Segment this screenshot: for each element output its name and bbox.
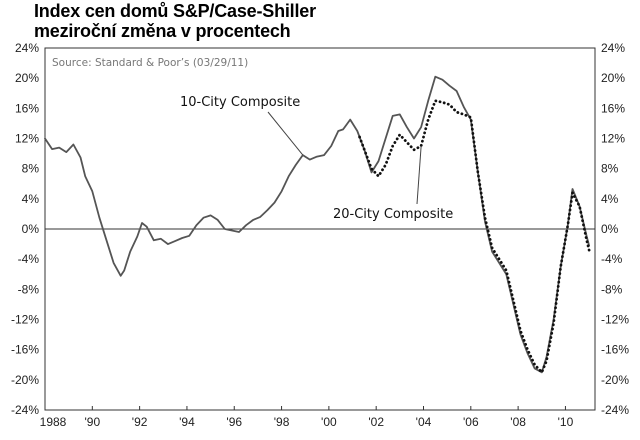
series-layer (44, 75, 591, 374)
y-tick-label-left: -16% (11, 343, 39, 357)
y-axis-left: 24% 20% 16% 12% 8% 4% 0% -4% -8% -12% -16% -20% -24% (11, 41, 39, 417)
y-tick-label-right: 12% (601, 132, 625, 146)
x-tick-label: '00 (321, 415, 337, 429)
annotation-leader-line (416, 146, 422, 205)
x-tick-label: '90 (84, 415, 100, 429)
y-tick-label-right: 8% (601, 162, 619, 176)
annotation-layer: 10-City Composite 20-City Composite (180, 95, 453, 222)
x-tick-label: '94 (179, 415, 195, 429)
x-tick-label: '10 (558, 415, 574, 429)
x-tick-label: '96 (226, 415, 242, 429)
x-tick-label: '02 (368, 415, 384, 429)
y-tick-label-left: 4% (22, 192, 40, 206)
y-tick-label-left: -24% (11, 403, 39, 417)
x-tick-label: '92 (132, 415, 148, 429)
y-tick-label-right: -20% (601, 373, 629, 387)
chart-title-line-1: Index cen domů S&P/Case-Shiller (34, 1, 316, 21)
y-axis-right: 24% 20% 16% 12% 8% 4% 0% -4% -8% -12% -16% -20% -24% (601, 41, 629, 417)
y-tick-label-right: 20% (601, 71, 625, 85)
y-tick-label-right: 24% (601, 41, 625, 55)
annotation-leader-line (267, 111, 304, 156)
y-tick-label-right: -8% (601, 282, 623, 296)
y-tick-label-left: 8% (22, 162, 40, 176)
y-tick-label-right: -12% (601, 313, 629, 327)
x-axis: 1988 '90 '92 '94 '96 '98 '00 '02 '04 '06 '08 '10 (40, 406, 574, 429)
y-tick-label-right: -16% (601, 343, 629, 357)
y-tick-label-left: 0% (22, 222, 40, 236)
y-tick-label-left: 12% (15, 132, 39, 146)
y-tick-label-left: 20% (15, 71, 39, 85)
x-tick-label: '06 (463, 415, 479, 429)
y-tick-label-left: -20% (11, 373, 39, 387)
x-tick-label: '08 (510, 415, 526, 429)
y-tick-label-right: 0% (601, 222, 619, 236)
x-tick-label: '98 (274, 415, 290, 429)
y-tick-label-left: -8% (18, 282, 40, 296)
series-label-1: 10-City Composite (180, 95, 300, 110)
series-label-2: 20-City Composite (333, 207, 453, 222)
y-tick-label-left: -12% (11, 313, 39, 327)
chart-title-line-2: meziroční změna v procentech (34, 21, 291, 41)
source-note: Source: Standard & Poor’s (03/29/11) (52, 57, 248, 69)
y-tick-label-left: -4% (18, 252, 40, 266)
y-tick-label-right: 4% (601, 192, 619, 206)
series-line-1 (44, 75, 590, 374)
x-tick-label: 1988 (40, 415, 67, 429)
y-tick-label-right: -24% (601, 403, 629, 417)
x-tick-label: '04 (416, 415, 432, 429)
y-tick-label-left: 24% (15, 41, 39, 55)
y-tick-label-right: 16% (601, 101, 625, 115)
y-tick-label-left: 16% (15, 101, 39, 115)
series-line-2 (358, 99, 591, 374)
y-tick-label-right: -4% (601, 252, 623, 266)
